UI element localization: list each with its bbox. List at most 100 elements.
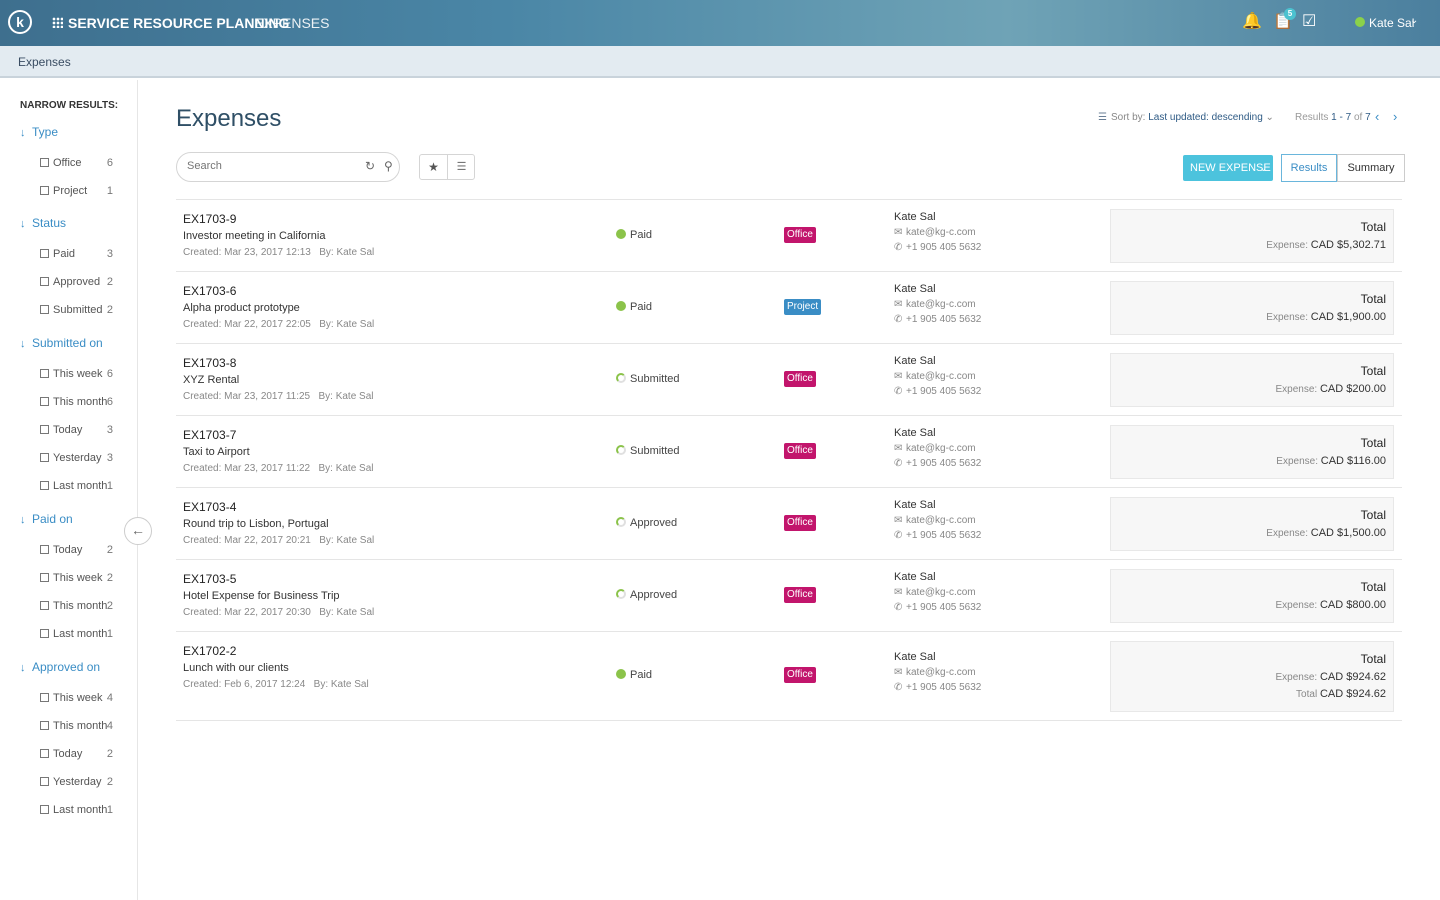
- checkbox[interactable]: [40, 158, 49, 167]
- expense-id[interactable]: EX1703-5: [183, 572, 237, 586]
- contact-name[interactable]: Kate Sal: [894, 499, 936, 511]
- contact-email[interactable]: kate@kg-c.com: [906, 299, 976, 310]
- checklist-icon[interactable]: ☑: [1302, 13, 1317, 30]
- filter-option[interactable]: Yesterday 3: [40, 452, 120, 464]
- tab-results[interactable]: Results: [1281, 154, 1337, 182]
- breadcrumb[interactable]: Expenses: [18, 55, 71, 69]
- checkbox[interactable]: [40, 397, 49, 406]
- contact-phone[interactable]: +1 905 405 5632: [906, 242, 982, 253]
- filter-option[interactable]: Today 2: [40, 544, 120, 556]
- checkbox[interactable]: [40, 481, 49, 490]
- filter-option[interactable]: Last month 1: [40, 628, 120, 640]
- user-menu[interactable]: Kate Sal: [1369, 16, 1415, 30]
- filter-option[interactable]: This week 4: [40, 692, 120, 704]
- list-icon[interactable]: ☰: [456, 161, 467, 173]
- contact-name[interactable]: Kate Sal: [894, 571, 936, 583]
- contact-phone[interactable]: +1 905 405 5632: [906, 602, 982, 613]
- expense-id[interactable]: EX1703-9: [183, 212, 237, 226]
- checkbox[interactable]: [40, 805, 49, 814]
- checkbox[interactable]: [40, 277, 49, 286]
- checkbox[interactable]: [40, 249, 49, 258]
- checkbox[interactable]: [40, 629, 49, 638]
- collapse-sidebar-button[interactable]: ←: [124, 517, 152, 545]
- prev-page-icon[interactable]: ‹: [1375, 109, 1380, 124]
- expense-id[interactable]: EX1702-2: [183, 644, 237, 658]
- contact-email[interactable]: kate@kg-c.com: [906, 443, 976, 454]
- filter-group-title[interactable]: ↓ Submitted on: [20, 336, 103, 350]
- checkbox[interactable]: [40, 186, 49, 195]
- filter-option[interactable]: This month 2: [40, 600, 120, 612]
- next-page-icon[interactable]: ›: [1393, 109, 1398, 124]
- filter-option[interactable]: Yesterday 2: [40, 776, 120, 788]
- checkbox[interactable]: [40, 369, 49, 378]
- contact-name[interactable]: Kate Sal: [894, 283, 936, 295]
- contact-name[interactable]: Kate Sal: [894, 651, 936, 663]
- checkbox[interactable]: [40, 721, 49, 730]
- filter-option[interactable]: Paid 3: [40, 248, 120, 260]
- filter-option[interactable]: This week 2: [40, 572, 120, 584]
- checkbox[interactable]: [40, 777, 49, 786]
- contact-phone[interactable]: +1 905 405 5632: [906, 458, 982, 469]
- checkbox[interactable]: [40, 749, 49, 758]
- contact-email[interactable]: kate@kg-c.com: [906, 667, 976, 678]
- expense-id[interactable]: EX1703-8: [183, 356, 237, 370]
- app-logo[interactable]: k: [8, 10, 32, 34]
- filter-option[interactable]: Today 3: [40, 424, 120, 436]
- filter-option[interactable]: Submitted 2: [40, 304, 120, 316]
- contact-name[interactable]: Kate Sal: [894, 211, 936, 223]
- search-icon[interactable]: ⚲: [384, 159, 393, 173]
- expense-row[interactable]: EX1703-6 Alpha product prototype Created: …: [176, 272, 1402, 344]
- chevron-down-icon[interactable]: ⌄: [1259, 163, 1267, 173]
- checkbox[interactable]: [40, 601, 49, 610]
- contact-phone[interactable]: +1 905 405 5632: [906, 386, 982, 397]
- expense-id[interactable]: EX1703-6: [183, 284, 237, 298]
- checkbox[interactable]: [40, 545, 49, 554]
- contact-email[interactable]: kate@kg-c.com: [906, 515, 976, 526]
- checkbox[interactable]: [40, 693, 49, 702]
- filter-group-title[interactable]: ↓ Type: [20, 125, 58, 139]
- contact-email[interactable]: kate@kg-c.com: [906, 227, 976, 238]
- expense-row[interactable]: EX1702-2 Lunch with our clients Created: F…: [176, 632, 1402, 721]
- refresh-icon[interactable]: ↻: [365, 159, 376, 173]
- sort-control[interactable]: ☰ Sort by: Last updated: descending ⌄: [1098, 112, 1274, 123]
- contact-name[interactable]: Kate Sal: [894, 427, 936, 439]
- checkbox[interactable]: [40, 453, 49, 462]
- expense-row[interactable]: EX1703-4 Round trip to Lisbon, Portugal Cr…: [176, 488, 1402, 560]
- filter-option[interactable]: Approved 2: [40, 276, 120, 288]
- expense-row[interactable]: EX1703-7 Taxi to Airport Created: Mar 23, …: [176, 416, 1402, 488]
- filter-group-title[interactable]: ↓ Paid on: [20, 512, 73, 526]
- new-expense-button[interactable]: NEW EXPENSE ⌄: [1183, 155, 1273, 181]
- expense-row[interactable]: EX1703-9 Investor meeting in California Cr…: [176, 200, 1402, 272]
- filter-option[interactable]: This week 6: [40, 368, 120, 380]
- contact-phone[interactable]: +1 905 405 5632: [906, 682, 982, 693]
- filter-option[interactable]: Last month 1: [40, 480, 120, 492]
- expense-row[interactable]: EX1703-8 XYZ Rental Created: Mar 23, 2017 …: [176, 344, 1402, 416]
- filter-option[interactable]: Office 6: [40, 157, 120, 169]
- expense-id[interactable]: EX1703-7: [183, 428, 237, 442]
- bell-icon[interactable]: 🔔: [1242, 13, 1262, 30]
- filter-option[interactable]: This month 4: [40, 720, 120, 732]
- sort-value[interactable]: Last updated: descending: [1148, 112, 1263, 123]
- expense-id[interactable]: EX1703-4: [183, 500, 237, 514]
- filter-option[interactable]: This month 6: [40, 396, 120, 408]
- nav-section-expenses[interactable]: EXPENSES: [254, 15, 330, 31]
- filter-option[interactable]: Last month 1: [40, 804, 120, 816]
- filter-group-title[interactable]: ↓ Status: [20, 216, 66, 230]
- filter-option[interactable]: Project 1: [40, 185, 120, 197]
- checkbox[interactable]: [40, 573, 49, 582]
- contact-phone[interactable]: +1 905 405 5632: [906, 530, 982, 541]
- star-icon[interactable]: ★: [420, 155, 448, 179]
- contact-email[interactable]: kate@kg-c.com: [906, 371, 976, 382]
- search-input[interactable]: [187, 160, 357, 172]
- app-title[interactable]: SERVICE RESOURCE PLANNING: [68, 15, 290, 31]
- contact-name[interactable]: Kate Sal: [894, 355, 936, 367]
- checkbox[interactable]: [40, 425, 49, 434]
- contact-email[interactable]: kate@kg-c.com: [906, 587, 976, 598]
- filter-group-title[interactable]: ↓ Approved on: [20, 660, 100, 674]
- contact-phone[interactable]: +1 905 405 5632: [906, 314, 982, 325]
- filter-option[interactable]: Today 2: [40, 748, 120, 760]
- checkbox[interactable]: [40, 305, 49, 314]
- chevron-down-icon[interactable]: ⌄: [1265, 112, 1274, 123]
- chevron-down-icon[interactable]: ⌄: [1410, 15, 1419, 26]
- apps-grid-icon[interactable]: [52, 17, 63, 28]
